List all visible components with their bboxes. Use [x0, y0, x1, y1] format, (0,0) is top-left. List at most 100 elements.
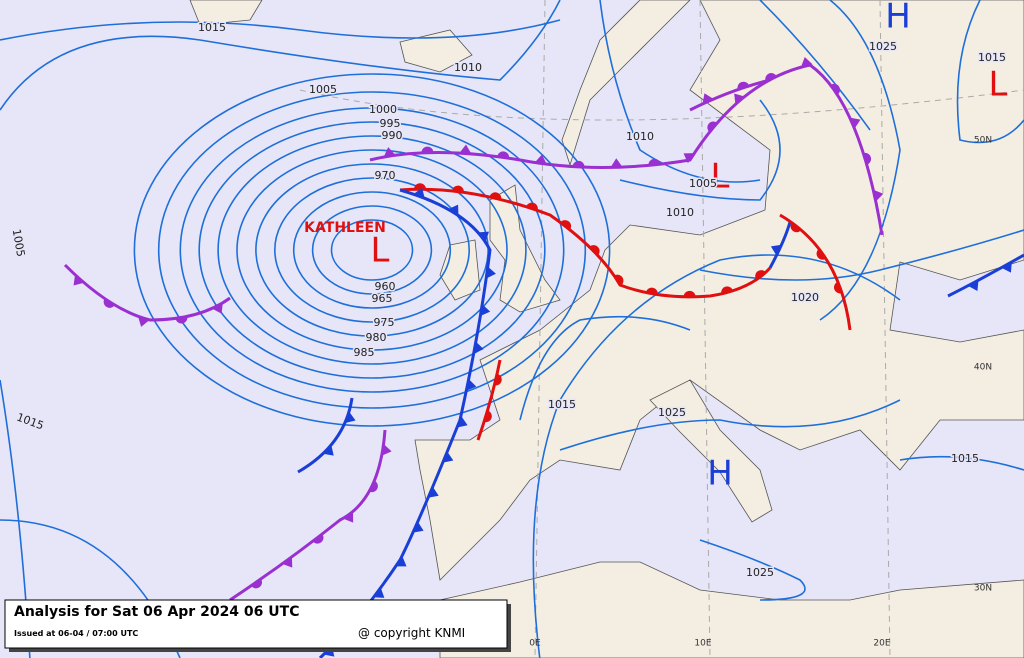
graticule-label: 40N — [974, 363, 992, 373]
front-symbol — [282, 556, 293, 568]
graticule-label: 20E — [873, 639, 890, 649]
front-symbol — [614, 274, 624, 286]
front-symbol — [369, 480, 378, 493]
isobar-label: 960 — [375, 280, 396, 293]
front-symbol — [873, 189, 884, 202]
front-symbol — [863, 152, 872, 165]
front-symbol — [497, 151, 510, 159]
isobar-label: 1010 — [626, 130, 654, 143]
front-symbol — [833, 281, 843, 294]
isobar — [899, 455, 1024, 471]
isobar-label: 1000 — [369, 103, 397, 116]
front-symbol — [251, 578, 263, 589]
graticule-label: 30N — [974, 584, 992, 594]
front-symbol — [645, 287, 658, 295]
isobar — [759, 0, 871, 131]
isobar — [532, 254, 901, 658]
isobar — [157, 91, 587, 409]
front-symbol — [412, 521, 424, 533]
pressure-center: H — [707, 454, 733, 494]
isobar — [133, 73, 611, 427]
front-symbol — [480, 304, 491, 317]
isobar — [179, 107, 565, 393]
isobar-label: 1015 — [198, 21, 226, 34]
system-name: KATHLEEN — [304, 220, 386, 236]
isobar-label: 985 — [354, 346, 375, 359]
front-symbol — [473, 341, 484, 354]
front-symbol — [413, 183, 426, 190]
isobar — [273, 177, 470, 323]
front-symbol — [707, 121, 718, 133]
isobar-label: 995 — [380, 117, 401, 130]
graticule-label: 0E — [529, 639, 541, 649]
front-symbol — [849, 117, 861, 129]
graticule-lines — [299, 0, 1024, 658]
isobar — [956, 0, 1024, 144]
front-symbol — [702, 93, 714, 104]
front-symbol — [560, 220, 572, 230]
front-symbol — [572, 160, 585, 168]
front-symbol — [648, 158, 661, 166]
front-symbol — [1001, 261, 1012, 273]
isobar-label: 1010 — [666, 206, 694, 219]
front — [476, 359, 502, 441]
isobar-label: 1025 — [658, 406, 686, 419]
front — [768, 221, 792, 269]
front-symbol — [428, 486, 439, 498]
front-symbol — [494, 373, 502, 386]
front-symbol — [489, 192, 502, 200]
front — [229, 429, 387, 602]
front-symbol — [175, 316, 188, 324]
caption-copyright: @ copyright KNMI — [358, 626, 465, 640]
caption-box — [4, 599, 508, 649]
front-symbol — [343, 511, 354, 523]
pressure-center: H — [885, 0, 911, 37]
front-symbol — [610, 158, 623, 168]
isobar — [217, 135, 527, 365]
isobar-label: 980 — [366, 331, 387, 344]
front-symbol — [800, 56, 813, 68]
front-symbol — [212, 303, 223, 314]
front-symbol — [345, 411, 356, 423]
front-symbol — [734, 93, 745, 105]
front — [369, 63, 884, 236]
front-symbol — [967, 280, 979, 291]
front-symbol — [442, 451, 454, 463]
isobar — [559, 399, 901, 451]
front — [689, 78, 771, 112]
front-symbol — [737, 81, 750, 90]
caption-title: Analysis for Sat 06 Apr 2024 06 UTC — [14, 604, 299, 620]
front — [947, 253, 1024, 298]
front — [297, 397, 354, 474]
caption-issued: Issued at 06-04 / 07:00 UTC — [14, 629, 138, 638]
isobar-label: 1005 — [689, 177, 717, 190]
front-symbol — [73, 274, 85, 286]
isobar-label: 1015 — [548, 398, 576, 411]
front-symbol — [383, 147, 396, 157]
front — [63, 263, 231, 322]
graticule-label: 10E — [694, 639, 711, 649]
front-symbol — [534, 154, 547, 165]
isobar — [699, 539, 806, 601]
front-symbol — [484, 410, 492, 423]
graticule-label: 50N — [974, 136, 992, 146]
isobar-label: 1025 — [869, 40, 897, 53]
front-symbol — [459, 144, 472, 154]
fronts — [63, 56, 1024, 658]
front-symbol — [816, 248, 827, 260]
isobar-label: 970 — [375, 169, 396, 182]
isobar — [0, 19, 561, 41]
front-symbol — [755, 270, 766, 280]
isobar-label: 1015 — [978, 51, 1006, 64]
front-symbol — [381, 443, 392, 456]
pressure-center: L — [711, 157, 730, 197]
labels: HLLLKATHLEENH101510101005100099599097096… — [8, 0, 1007, 649]
isobar — [292, 191, 452, 309]
isobar — [255, 163, 489, 337]
isobar-label: 990 — [382, 129, 403, 142]
front-symbol — [830, 83, 841, 95]
isobar-label: 1025 — [746, 566, 774, 579]
isobar — [619, 99, 781, 201]
isobar-label: 1005 — [309, 83, 337, 96]
land — [189, 0, 1024, 658]
